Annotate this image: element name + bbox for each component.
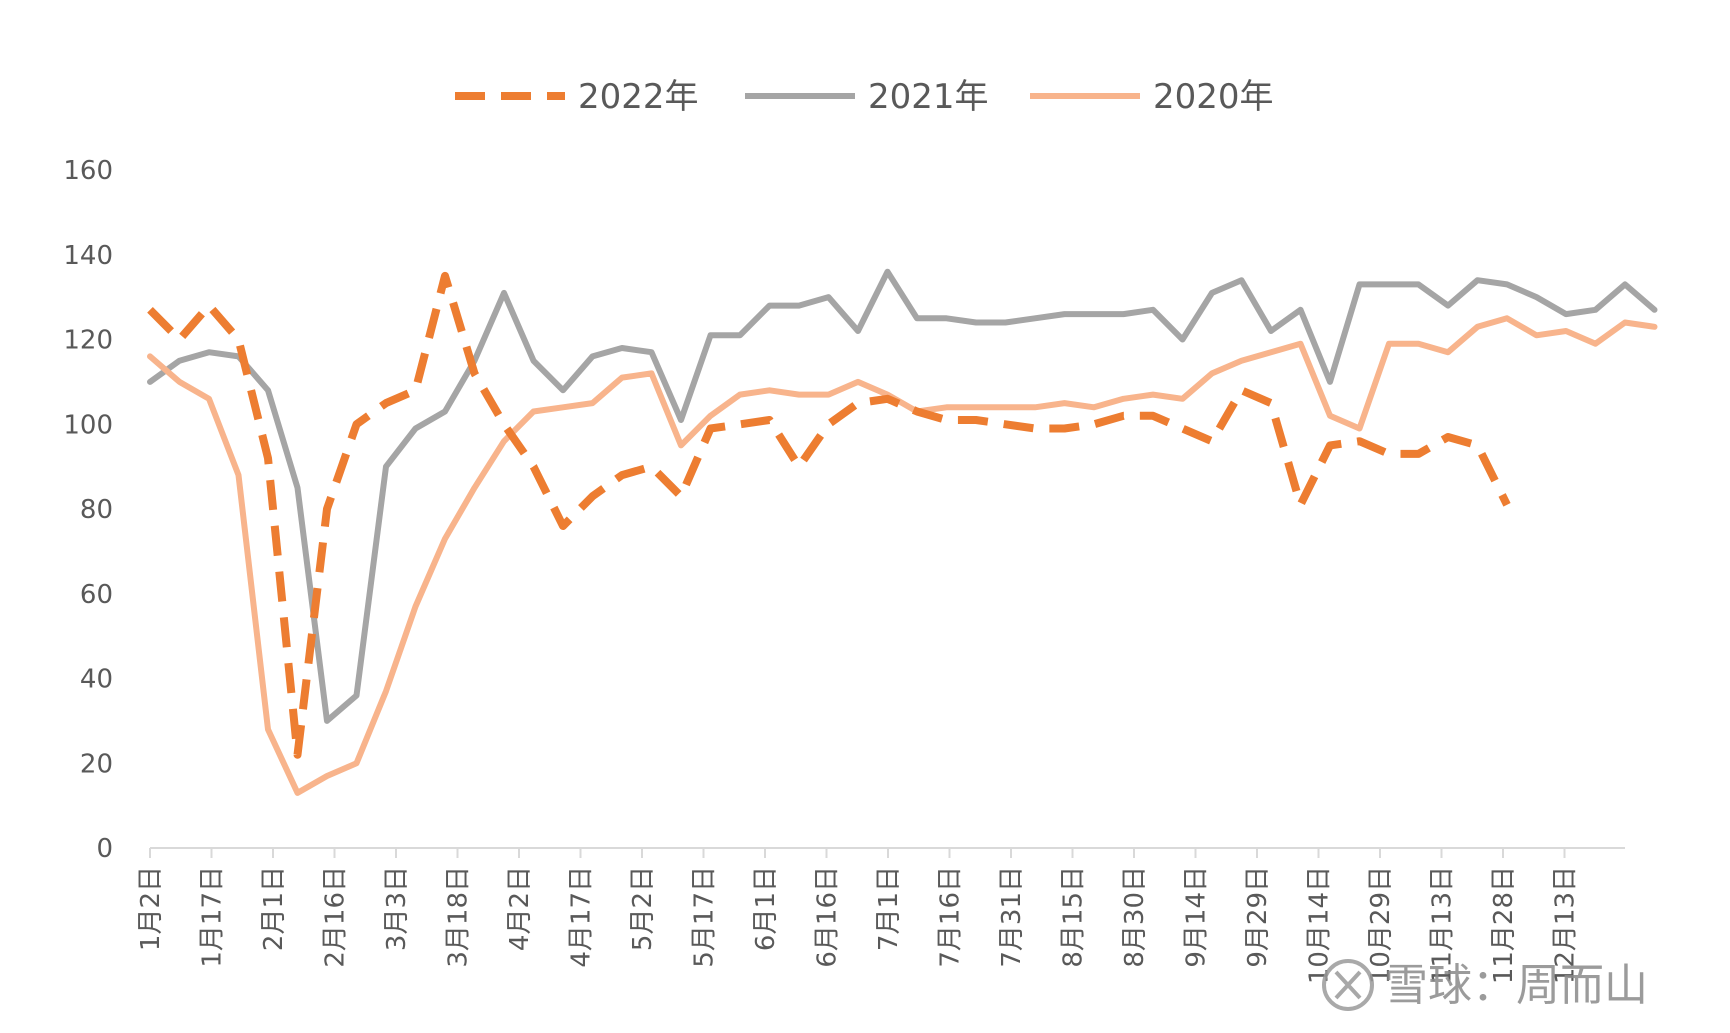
y-tick-label: 100 xyxy=(63,410,113,440)
x-tick-label: 8月15日 xyxy=(1059,866,1089,968)
y-tick-label: 0 xyxy=(96,834,113,864)
x-tick-label: 3月3日 xyxy=(382,866,412,951)
x-tick-label: 1月2日 xyxy=(136,866,166,951)
x-tick-label: 5月17日 xyxy=(690,866,720,968)
x-tick-label: 10月14日 xyxy=(1305,866,1335,984)
x-tick-label: 7月16日 xyxy=(936,866,966,968)
y-tick-label: 120 xyxy=(63,326,113,356)
x-tick-label: 4月2日 xyxy=(505,866,535,951)
x-tick-label: 9月29日 xyxy=(1243,866,1273,968)
y-tick-label: 140 xyxy=(63,241,113,271)
x-tick-label: 5月2日 xyxy=(628,866,658,951)
x-tick-label: 7月1日 xyxy=(874,866,904,951)
x-tick-label: 12月13日 xyxy=(1551,866,1581,984)
y-tick-label: 20 xyxy=(80,749,113,779)
y-axis: 0 20 40 60 80 100 120 140 160 xyxy=(63,156,113,864)
watermark-text: 雪球：周而山 xyxy=(1384,960,1648,1011)
watermark: 雪球：周而山 xyxy=(1322,959,1648,1011)
x-tick-label: 2月1日 xyxy=(259,866,289,951)
series-line-2020年 xyxy=(147,315,1658,796)
x-tick-label: 8月30日 xyxy=(1120,866,1150,968)
chart-legend: 2022年 2021年 2020年 xyxy=(455,77,1274,117)
x-tick-label: 3月18日 xyxy=(444,866,474,968)
y-tick-label: 80 xyxy=(80,495,113,525)
legend-label: 2020年 xyxy=(1153,77,1274,117)
series-line-2022年 xyxy=(147,271,1511,759)
series-lines xyxy=(147,268,1658,796)
x-tick-label: 2月16日 xyxy=(321,866,351,968)
x-tick-label: 11月13日 xyxy=(1428,866,1458,984)
x-tick-label: 9月14日 xyxy=(1182,866,1212,968)
y-tick-label: 160 xyxy=(63,156,113,186)
x-axis: 1月2日 1月17日 2月1日 2月16日 3月3日 3月18日 4月2日 4月17日 5月2日… xyxy=(136,847,1625,984)
x-tick-label: 7月31日 xyxy=(997,866,1027,968)
x-tick-label: 10月29日 xyxy=(1366,866,1396,984)
x-tick-label: 6月1日 xyxy=(751,866,781,951)
snowball-logo-icon xyxy=(1322,959,1374,1011)
x-tick-label: 11月28日 xyxy=(1489,866,1519,984)
legend-label: 2021年 xyxy=(868,77,989,117)
legend-label: 2022年 xyxy=(578,77,699,117)
y-tick-label: 40 xyxy=(80,665,113,695)
x-tick-label: 1月17日 xyxy=(198,866,228,968)
x-tick-label: 6月16日 xyxy=(813,866,843,968)
x-tick-label: 4月17日 xyxy=(567,866,597,968)
y-tick-label: 60 xyxy=(80,580,113,610)
series-line-2021年 xyxy=(147,268,1658,724)
